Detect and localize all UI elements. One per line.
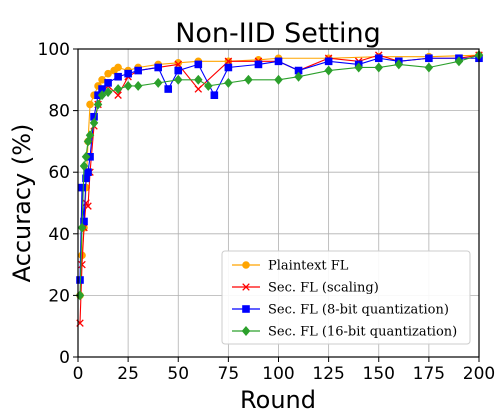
data-point: [114, 63, 122, 72]
data-point: [244, 74, 253, 85]
data-point: [81, 151, 91, 162]
x-tick-label: 100: [262, 364, 294, 384]
x-tick-label: 75: [218, 364, 240, 384]
data-point: [274, 74, 283, 85]
data-point: [153, 77, 163, 88]
data-point: [93, 99, 103, 110]
legend-label: Sec. FL (scaling): [268, 281, 379, 296]
data-point: [374, 62, 384, 73]
data-point: [104, 69, 112, 78]
data-point: [374, 54, 383, 63]
data-point: [113, 84, 123, 95]
data-point: [204, 80, 213, 91]
data-point: [224, 63, 233, 72]
x-tick-label: 25: [117, 364, 139, 384]
x-tick-label: 175: [413, 364, 445, 384]
x-tick-label: 200: [463, 364, 495, 384]
y-axis-label: Accuracy (%): [8, 124, 36, 283]
x-axis-label: Round: [240, 386, 316, 412]
data-point: [174, 60, 183, 69]
data-point: [123, 80, 133, 91]
data-point: [394, 59, 404, 70]
data-point: [134, 66, 142, 75]
data-point: [154, 63, 162, 72]
data-point: [274, 57, 283, 66]
data-point: [85, 130, 95, 141]
y-tick-label: 60: [48, 163, 70, 183]
y-tick-label: 20: [48, 286, 70, 306]
x-tick-label: 125: [312, 364, 344, 384]
data-point: [194, 74, 203, 85]
data-point: [77, 222, 87, 233]
data-point: [194, 60, 203, 69]
data-point: [133, 80, 143, 91]
data-point: [224, 57, 233, 66]
data-point: [210, 91, 219, 100]
data-point: [194, 85, 203, 93]
data-point: [104, 79, 112, 87]
data-point: [324, 65, 333, 76]
data-point: [84, 168, 92, 176]
legend-marker: [242, 261, 250, 269]
x-tick-label: 150: [363, 364, 395, 384]
legend-marker: [242, 305, 250, 313]
data-point: [124, 69, 132, 78]
legend-label: Sec. FL (8-bit quantization): [268, 303, 449, 318]
data-point: [294, 71, 303, 82]
x-tick-label: 50: [167, 364, 189, 384]
legend-marker: [242, 283, 250, 291]
data-point: [103, 87, 113, 98]
y-tick-label: 0: [59, 348, 70, 368]
data-point: [86, 100, 94, 109]
data-point: [84, 202, 92, 210]
chart-title: Non-IID Setting: [175, 18, 381, 49]
legend-box: [221, 250, 471, 345]
data-point: [174, 66, 183, 75]
x-tick-label: 0: [73, 364, 84, 384]
legend: Plaintext FL Sec. FL (scaling) Sec. FL (8-…: [221, 250, 471, 345]
y-tick-label: 100: [38, 40, 70, 60]
data-point: [114, 91, 122, 99]
data-point: [454, 56, 464, 67]
data-point: [254, 60, 263, 69]
data-point: [324, 57, 333, 66]
data-point: [78, 183, 86, 192]
data-point: [425, 54, 433, 63]
data-point: [224, 77, 233, 88]
data-point: [89, 117, 99, 128]
series-line: [79, 54, 480, 296]
data-point: [80, 217, 88, 226]
y-tick-label: 40: [48, 225, 70, 245]
data-point: [79, 161, 89, 172]
y-tick-label: 80: [48, 102, 70, 122]
axis-ticks: 0 25 50 75 100 125 150 175 200 0 20 40 60 80 100: [38, 40, 496, 384]
data-point: [97, 90, 107, 101]
data-point: [354, 62, 363, 73]
data-point: [114, 72, 122, 81]
legend-label: Plaintext FL: [268, 259, 349, 274]
data-point: [173, 74, 183, 85]
legend-label: Sec. FL (16-bit quantization): [268, 325, 457, 340]
data-point: [424, 62, 434, 73]
legend-marker: [241, 326, 251, 336]
data-point: [164, 85, 173, 93]
